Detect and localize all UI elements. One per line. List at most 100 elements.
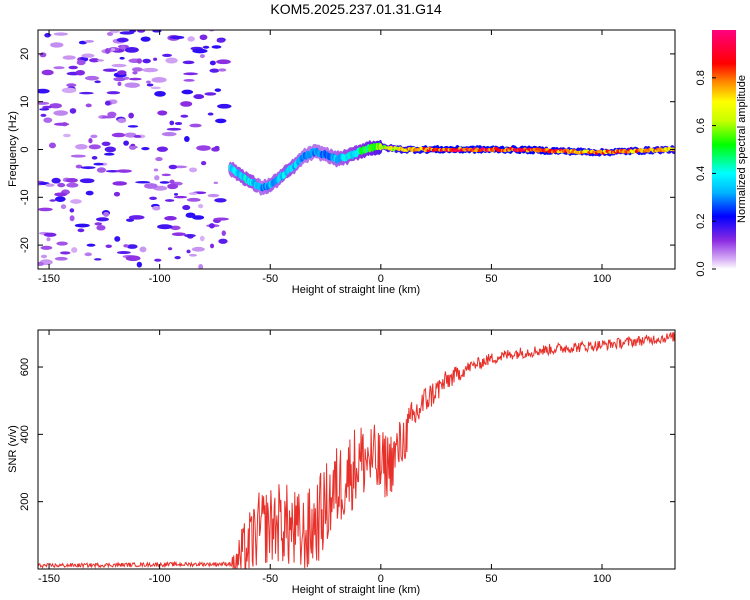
noise-cell — [133, 135, 142, 138]
x-tick-label: -100 — [149, 573, 171, 585]
noise-cell — [146, 83, 154, 87]
noise-cell — [214, 145, 220, 150]
noise-cell — [50, 42, 64, 48]
noise-cell — [126, 244, 138, 249]
noise-cell — [93, 162, 104, 166]
colorbar-tick-label: 0.0 — [695, 261, 707, 276]
noise-cell — [209, 68, 220, 73]
noise-cell — [94, 222, 103, 226]
noise-cell — [94, 80, 101, 84]
noise-cell — [91, 155, 98, 160]
noise-cell — [184, 135, 190, 142]
noise-cell — [60, 204, 67, 210]
noise-cell — [170, 225, 181, 231]
noise-cell — [214, 88, 222, 92]
noise-cell — [213, 217, 229, 221]
noise-cell — [156, 146, 168, 152]
noise-cell — [38, 207, 53, 212]
noise-cell — [42, 105, 53, 109]
noise-cell — [215, 118, 227, 124]
noise-cell — [218, 238, 228, 244]
noise-cell — [69, 108, 77, 114]
noise-cell — [105, 244, 112, 248]
noise-cell — [106, 32, 114, 36]
noise-cell — [165, 57, 178, 64]
noise-cell — [129, 145, 139, 149]
x-tick-label: 100 — [593, 273, 611, 285]
noise-cell — [116, 251, 131, 255]
noise-cell — [85, 103, 92, 108]
noise-cell — [104, 100, 111, 106]
noise-cell — [171, 232, 186, 237]
noise-cell — [94, 258, 102, 261]
noise-cell — [88, 138, 93, 144]
noise-cell — [116, 169, 132, 173]
noise-cell — [70, 199, 82, 204]
colorbar-ticks: 0.0 0.2 0.4 0.6 0.8 — [695, 70, 716, 277]
noise-cell — [84, 252, 92, 257]
colorbar-tick-label: 0.8 — [695, 70, 707, 85]
noise-cell — [75, 70, 85, 76]
noise-cell — [174, 193, 179, 196]
y-tick-label: 10 — [19, 96, 31, 108]
noise-cell — [43, 232, 57, 237]
noise-cell — [189, 123, 202, 128]
noise-cell — [136, 30, 146, 33]
noise-cell — [120, 45, 126, 50]
noise-cell — [40, 113, 47, 117]
noise-cell — [161, 132, 177, 137]
noise-cell — [75, 144, 88, 150]
y-tick-label: 600 — [19, 358, 31, 376]
noise-cell — [216, 38, 226, 43]
noise-cell — [173, 195, 188, 199]
noise-cell — [66, 178, 78, 183]
noise-cell — [41, 69, 54, 76]
colorbar-tick-label: 0.4 — [695, 166, 707, 181]
noise-cell — [85, 190, 94, 196]
noise-cell — [102, 68, 118, 72]
noise-cell — [124, 46, 139, 53]
snr-y-ticks: 200 400 600 — [19, 358, 675, 511]
snr-x-ticks: -150 -100 -50 0 50 100 — [38, 330, 611, 585]
noise-cell — [66, 182, 79, 188]
noise-cell — [153, 57, 158, 61]
x-tick-label: -150 — [38, 573, 60, 585]
noise-cell — [68, 65, 78, 70]
x-tick-label: 0 — [378, 273, 384, 285]
spectrogram-x-ticks: -150 -100 -50 0 50 100 — [38, 30, 611, 285]
noise-cell — [80, 166, 96, 170]
noise-cell — [51, 177, 61, 184]
noise-cell — [199, 34, 208, 41]
noise-cell — [151, 77, 167, 83]
noise-cell — [76, 59, 86, 66]
noise-cell — [88, 144, 101, 150]
noise-cell — [217, 103, 232, 109]
noise-cell — [112, 181, 127, 186]
x-tick-label: -100 — [149, 273, 171, 285]
noise-cell — [164, 199, 175, 202]
noise-cell — [70, 154, 86, 158]
noise-cell — [186, 197, 201, 202]
noise-cell — [56, 241, 68, 246]
noise-cell — [104, 146, 117, 153]
noise-cell — [154, 90, 166, 97]
noise-cell — [174, 256, 181, 260]
noise-cell — [210, 243, 215, 249]
spectrogram-cells — [38, 30, 675, 269]
noise-cell — [53, 122, 70, 126]
noise-cell — [136, 58, 142, 64]
noise-cell — [66, 83, 77, 88]
noise-cell — [54, 196, 66, 202]
colorbar-tick-label: 0.6 — [695, 118, 707, 133]
snr-series-line — [38, 331, 675, 569]
noise-cell — [193, 94, 205, 100]
chart-title: KOM5.2025.237.01.31.G14 — [270, 1, 441, 17]
noise-cell — [53, 32, 68, 36]
noise-cell — [60, 251, 71, 255]
noise-cell — [117, 70, 127, 76]
noise-cell — [162, 53, 172, 57]
noise-cell — [43, 117, 53, 123]
x-tick-label: 50 — [485, 273, 497, 285]
spectrogram-y-label: Frequency (Hz) — [7, 111, 19, 187]
noise-cell — [75, 164, 83, 169]
